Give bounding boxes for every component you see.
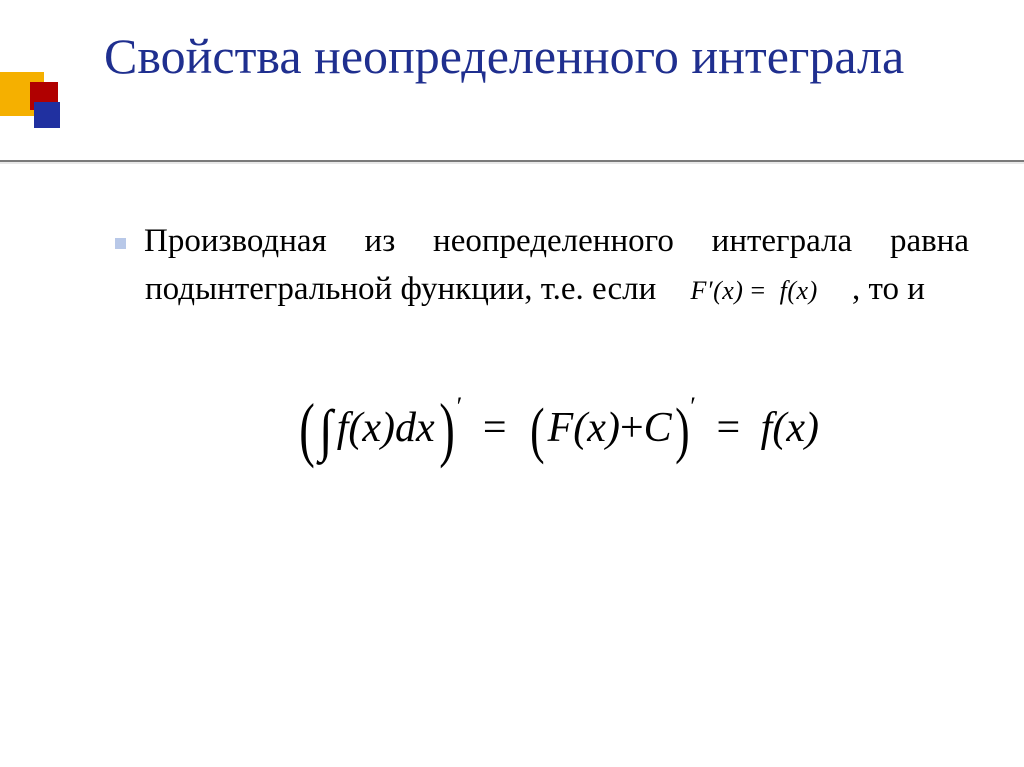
prime-2: ′ [690, 392, 696, 422]
equals-2: = [716, 404, 740, 452]
bullet-icon [115, 238, 126, 249]
constant-C: C [644, 405, 672, 451]
integral-icon: ∫ [319, 396, 333, 463]
math-eq1: = [743, 276, 772, 305]
mid-Fx: F(x) [548, 405, 620, 451]
plus-sign: + [620, 405, 644, 451]
slide-body: Производная из неопределенного интеграла… [145, 218, 969, 459]
slide-title: Свойства неопределенного интеграла [104, 28, 984, 86]
integral-body: f(x)dx [337, 405, 435, 451]
body-lead: Производная из неопределенного интеграла… [144, 223, 969, 307]
body-tail: , то и [852, 271, 925, 307]
math-fx: f(x) [780, 276, 818, 305]
display-equation: (∫f(x)dx)′ = (F(x)+C)′ = f(x) [145, 392, 969, 459]
body-paragraph: Производная из неопределенного интеграла… [145, 218, 969, 314]
inline-math: F′(x) = f(x) [665, 272, 844, 310]
prime-1: ′ [457, 392, 463, 422]
rhs-fx: f(x) [761, 405, 819, 451]
slide-corner-graphic [0, 72, 80, 152]
equals-1: = [483, 404, 507, 452]
math-Fprime: F′(x) [691, 276, 744, 305]
deco-square-blue [34, 102, 60, 128]
slide-title-block: Свойства неопределенного интеграла [104, 28, 984, 86]
title-underline [0, 160, 1024, 162]
